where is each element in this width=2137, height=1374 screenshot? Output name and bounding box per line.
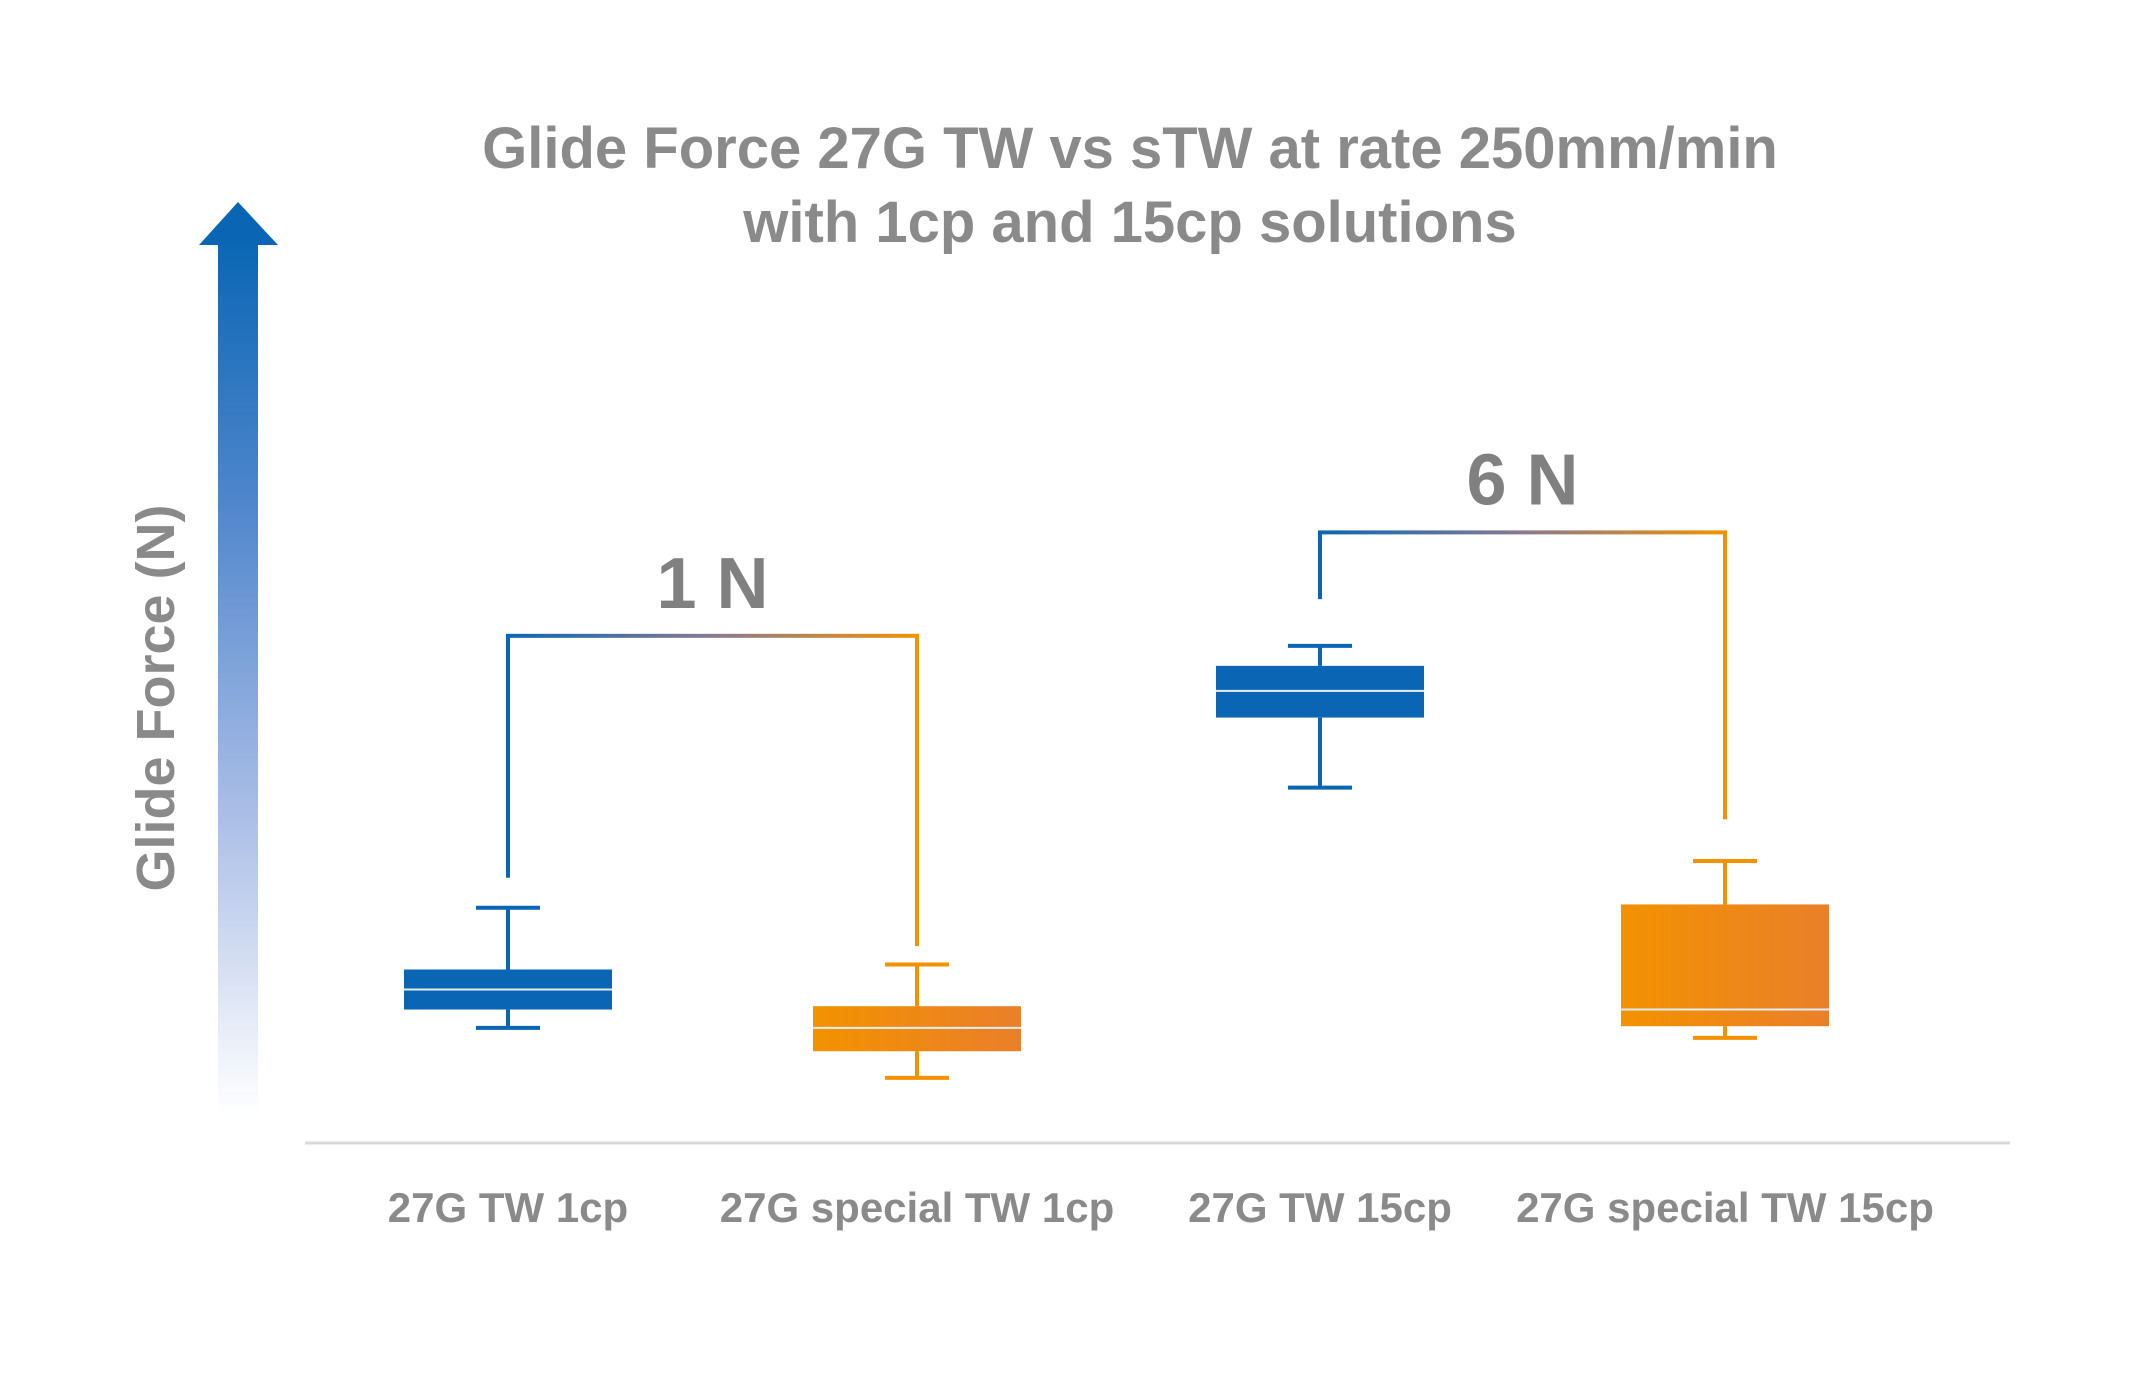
bracket-1: 1 N xyxy=(506,544,919,947)
box-1 xyxy=(404,905,612,1030)
category-label: 27G TW 1cp xyxy=(388,1184,628,1231)
y-axis-arrow xyxy=(199,202,278,1115)
y-axis-label: Glide Force (N) xyxy=(126,504,186,891)
box-2 xyxy=(813,962,1021,1080)
difference-label: 6 N xyxy=(1466,440,1578,520)
difference-brackets: 1 N 6 N xyxy=(506,440,1727,947)
bracket-bar xyxy=(506,633,919,638)
box-plot-group xyxy=(404,643,1829,1080)
iqr-box xyxy=(1621,904,1829,1027)
category-label: 27G special TW 15cp xyxy=(1516,1184,1934,1231)
category-labels: 27G TW 1cp 27G special TW 1cp 27G TW 15cp 2… xyxy=(388,1184,1934,1231)
difference-label: 1 N xyxy=(656,544,768,624)
category-label: 27G TW 15cp xyxy=(1188,1184,1452,1231)
chart-title: Glide Force 27G TW vs sTW at rate 250mm/… xyxy=(482,116,1778,181)
chart-subtitle: with 1cp and 15cp solutions xyxy=(742,190,1516,255)
box-3 xyxy=(1216,643,1424,790)
bracket-2: 6 N xyxy=(1318,440,1727,820)
box-4 xyxy=(1621,859,1829,1040)
category-label: 27G special TW 1cp xyxy=(720,1184,1115,1231)
bracket-bar xyxy=(1318,530,1727,535)
